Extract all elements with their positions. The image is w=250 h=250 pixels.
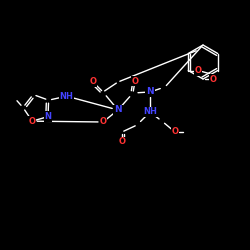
Text: O: O bbox=[118, 138, 126, 146]
Text: O: O bbox=[195, 66, 202, 75]
Text: NH: NH bbox=[143, 108, 157, 116]
Text: N: N bbox=[114, 106, 122, 114]
Text: O: O bbox=[132, 76, 138, 86]
Text: O: O bbox=[29, 117, 36, 126]
Text: N: N bbox=[44, 112, 52, 121]
Text: N: N bbox=[146, 88, 154, 96]
Text: NH: NH bbox=[60, 92, 74, 101]
Text: O: O bbox=[172, 128, 178, 136]
Text: O: O bbox=[210, 74, 216, 84]
Text: O: O bbox=[100, 118, 106, 126]
Text: O: O bbox=[90, 78, 96, 86]
